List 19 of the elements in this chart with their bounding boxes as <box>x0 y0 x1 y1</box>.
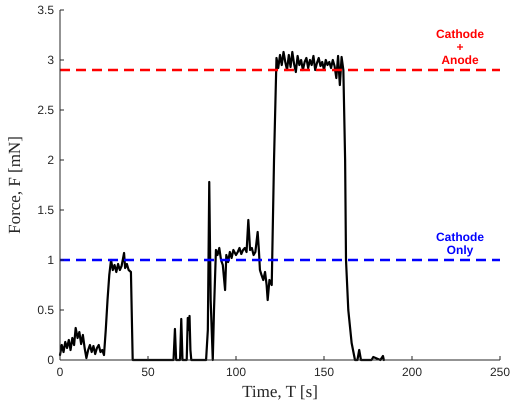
x-tick-label: 150 <box>314 365 334 379</box>
y-tick-label: 3 <box>47 53 54 67</box>
x-tick-label: 250 <box>490 365 510 379</box>
y-tick-label: 2.5 <box>37 103 54 117</box>
x-tick-label: 0 <box>56 365 64 379</box>
y-tick-label: 0 <box>47 353 54 367</box>
x-axis-title: Time, T [s] <box>242 382 318 401</box>
y-tick-label: 3.5 <box>37 3 54 17</box>
y-axis-title: Force, F [mN] <box>5 136 24 234</box>
y-tick-label: 2 <box>47 153 54 167</box>
y-tick-label: 1 <box>47 253 54 267</box>
y-tick-label: 0.5 <box>37 303 54 317</box>
x-tick-label: 50 <box>141 365 155 379</box>
y-tick-label: 1.5 <box>37 203 54 217</box>
line-series <box>58 50 385 362</box>
ref-line-label: Cathode Only <box>436 230 484 257</box>
ref-line-label: Cathode + Anode <box>436 27 484 67</box>
x-tick-label: 200 <box>402 365 422 379</box>
x-tick-label: 100 <box>226 365 246 379</box>
